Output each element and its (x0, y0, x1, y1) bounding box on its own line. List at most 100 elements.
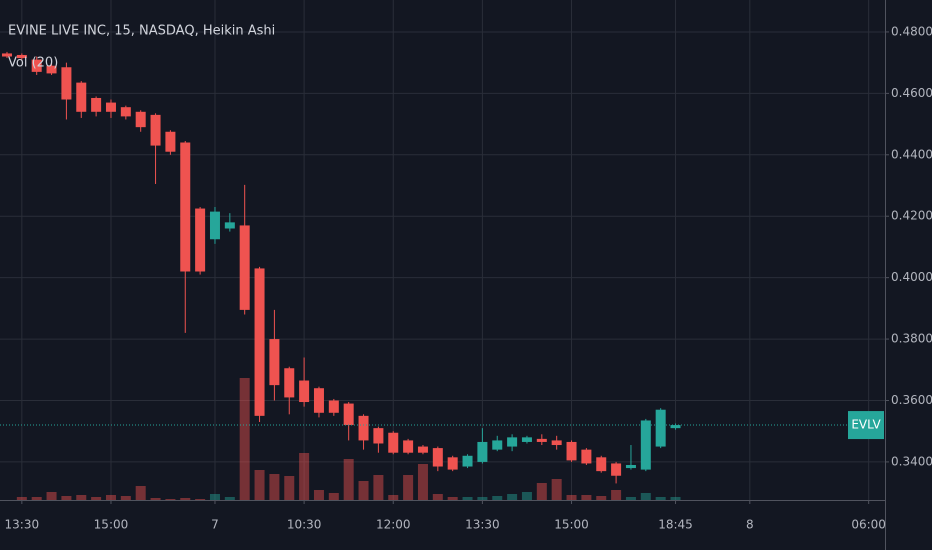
x-tick-label: 7 (211, 518, 219, 532)
volume-bar (566, 495, 577, 500)
volume-bar (61, 496, 72, 500)
volume-bar (492, 496, 503, 500)
volume-bar (670, 497, 681, 500)
candle-body (1, 53, 12, 57)
x-tick-label: 12:00 (376, 518, 411, 532)
volume-bar (447, 497, 458, 500)
volume-bar (284, 476, 295, 500)
candle-body (135, 111, 146, 128)
volume-bar (477, 497, 488, 500)
volume-bar (462, 497, 473, 500)
x-tick-label: 13:30 (5, 518, 40, 532)
volume-bar (551, 479, 562, 500)
volume-bar (432, 494, 443, 500)
volume-bar (165, 499, 176, 500)
x-tick-label: 8 (746, 518, 754, 532)
axes: 0.4800 0.4600 0.4400 0.4200 0.4000 0.3800 0.36… (5, 24, 932, 531)
candle-body (417, 446, 428, 453)
volume-bar (150, 498, 161, 500)
x-tick-label: 15:00 (554, 518, 589, 532)
volume-bar (581, 495, 592, 500)
candle-body (343, 403, 354, 426)
x-tick-label: 18:45 (658, 518, 693, 532)
volume-bar (611, 490, 622, 500)
candle-body (596, 457, 607, 472)
volume-bar (269, 474, 280, 500)
y-tick-label: 0.3600 (891, 393, 932, 407)
y-tick-label: 0.3400 (891, 454, 932, 468)
candle-body (536, 438, 547, 442)
volume-pane (16, 378, 681, 500)
candle-body (195, 208, 206, 272)
volume-bar (640, 493, 651, 500)
candle-body (209, 211, 220, 240)
candle-body (165, 131, 176, 152)
x-tick-label: 13:30 (465, 518, 500, 532)
volume-bar (596, 496, 607, 500)
volume-bar (358, 481, 369, 500)
candle-body (566, 441, 577, 461)
x-tick-label: 15:00 (94, 518, 129, 532)
candle-body (670, 425, 681, 429)
candle-body (477, 441, 488, 462)
candle-body (269, 339, 280, 386)
candle-body (313, 388, 324, 413)
candle-body (224, 222, 235, 229)
candle-body (432, 448, 443, 467)
candle-body (551, 440, 562, 446)
candle-body (640, 420, 651, 470)
x-tick-label: 10:30 (287, 518, 322, 532)
volume-bar (507, 494, 518, 500)
candle-body (447, 457, 458, 470)
chart-title: EVINE LIVE INC, 15, NASDAQ, Heikin Ashi (8, 24, 275, 39)
candle-body (521, 437, 532, 442)
volume-legend: Vol (20) (8, 56, 58, 71)
candle-body (91, 97, 102, 112)
candle-body (581, 449, 592, 464)
candle-body (655, 409, 666, 447)
volume-bar (91, 497, 102, 500)
candle-body (328, 400, 339, 413)
grid (0, 0, 885, 500)
volume-bar (224, 497, 235, 500)
candle-body (254, 268, 265, 416)
candle-body (358, 415, 369, 441)
volume-bar (536, 483, 547, 500)
candle-body (284, 368, 295, 398)
volume-bar (46, 492, 57, 500)
candle-body (388, 432, 399, 453)
candle-body (299, 380, 310, 403)
volume-bar (105, 495, 116, 500)
candle-body (150, 114, 161, 146)
candle-body (462, 455, 473, 467)
y-tick-label: 0.4400 (891, 147, 932, 161)
candle-body (625, 464, 636, 469)
x-tick-label: 06:00 (851, 518, 886, 532)
volume-bar (403, 475, 414, 500)
volume-bar (625, 497, 636, 500)
volume-bar (16, 497, 27, 500)
volume-bar (195, 499, 206, 500)
volume-bar (299, 453, 310, 500)
symbol-label: EVLV (851, 418, 881, 432)
candle-body (403, 440, 414, 453)
candles: EVLV (0, 51, 885, 484)
volume-bar (343, 459, 354, 500)
candle-body (46, 65, 57, 74)
y-tick-label: 0.4800 (891, 24, 932, 38)
volume-bar (313, 490, 324, 500)
candle-body (31, 59, 42, 72)
candle-body (373, 428, 384, 444)
volume-bar (31, 497, 42, 500)
volume-bar (180, 498, 191, 500)
volume-bar (521, 492, 532, 500)
candle-body (180, 142, 191, 272)
candle-body (492, 440, 503, 450)
volume-bar (328, 493, 339, 500)
volume-bar (655, 497, 666, 500)
volume-bar (388, 495, 399, 500)
y-tick-label: 0.3800 (891, 332, 932, 346)
